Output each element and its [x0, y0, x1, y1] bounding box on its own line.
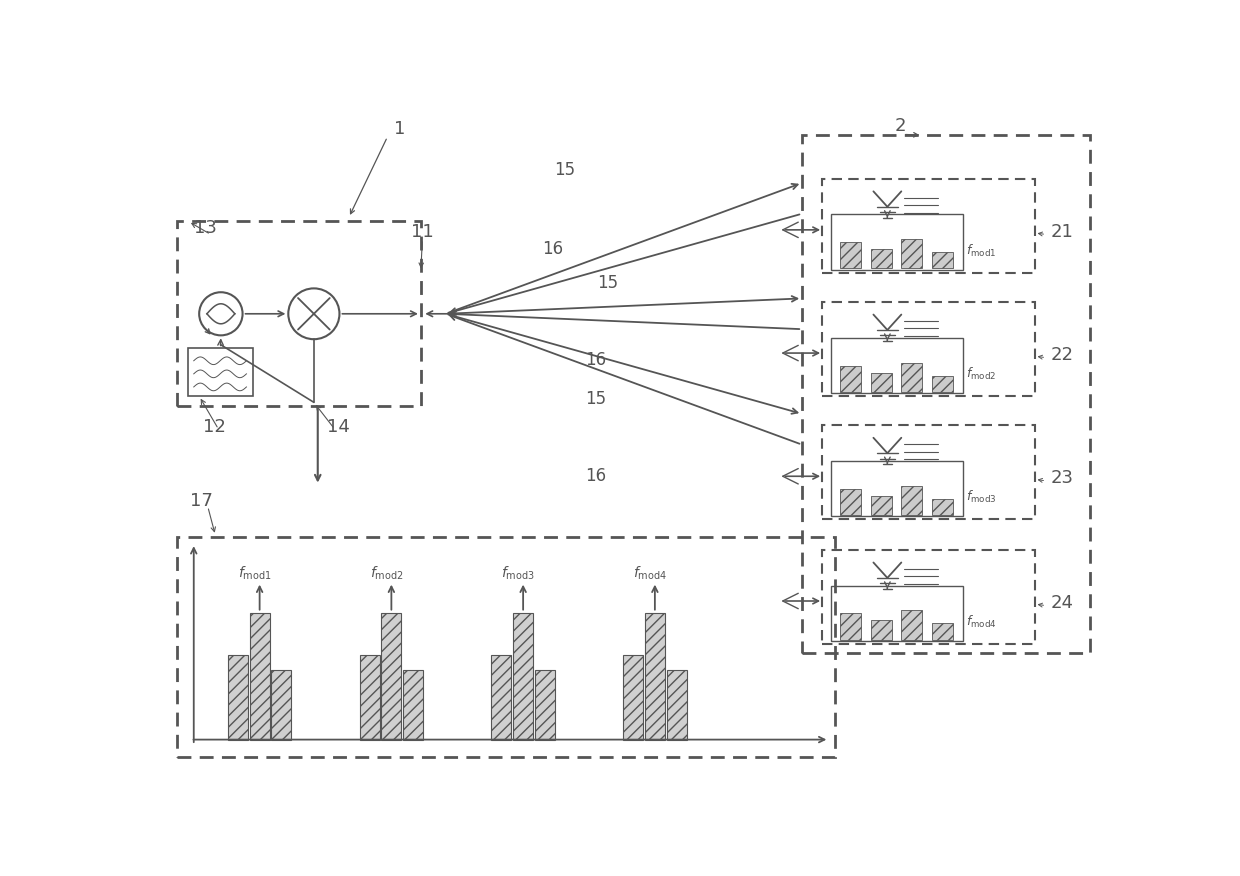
Text: $f_{\mathrm{mod2}}$: $f_{\mathrm{mod2}}$ [966, 365, 996, 382]
Bar [821, 426, 1034, 519]
Bar [901, 485, 923, 515]
Bar [272, 670, 291, 739]
Bar [667, 670, 687, 739]
Text: 14: 14 [327, 418, 350, 435]
Text: $f_{\mathrm{mod1}}$: $f_{\mathrm{mod1}}$ [966, 243, 996, 258]
Text: 1: 1 [394, 120, 405, 138]
Bar [870, 620, 892, 639]
Text: 2: 2 [895, 117, 906, 135]
Text: $f_{\mathrm{mod3}}$: $f_{\mathrm{mod3}}$ [966, 489, 997, 505]
Bar [831, 337, 962, 393]
Text: 15: 15 [554, 161, 575, 180]
Text: 24: 24 [1050, 594, 1073, 612]
Bar [831, 585, 962, 641]
Text: 23: 23 [1050, 470, 1073, 487]
Text: $f_{\mathrm{mod4}}$: $f_{\mathrm{mod4}}$ [966, 614, 997, 630]
Bar [831, 215, 962, 270]
Bar [932, 624, 954, 639]
Bar [870, 372, 892, 392]
Text: 15: 15 [596, 274, 618, 293]
Bar [870, 250, 892, 268]
Bar [381, 612, 402, 739]
Bar [831, 461, 962, 516]
Text: $f_{\mathrm{mod3}}$: $f_{\mathrm{mod3}}$ [501, 565, 536, 583]
Bar [249, 612, 270, 739]
Text: 11: 11 [410, 223, 434, 241]
Bar [841, 365, 862, 392]
Bar [932, 376, 954, 392]
Bar [821, 179, 1034, 273]
Text: 13: 13 [193, 219, 217, 237]
Text: 16: 16 [585, 351, 606, 370]
Bar [645, 612, 665, 739]
Text: 22: 22 [1050, 346, 1073, 364]
Bar [932, 498, 954, 515]
Text: 12: 12 [203, 418, 226, 435]
Bar [491, 655, 511, 739]
Bar [534, 670, 556, 739]
Bar [901, 363, 923, 392]
Bar [841, 243, 862, 268]
Bar [841, 489, 862, 515]
Bar [932, 252, 954, 268]
Bar [821, 550, 1034, 644]
Bar [870, 496, 892, 515]
Bar [187, 349, 253, 396]
Bar [901, 611, 923, 639]
Bar [228, 655, 248, 739]
Bar [176, 537, 836, 757]
Bar [841, 613, 862, 639]
Bar [901, 239, 923, 268]
Text: $f_{\mathrm{mod2}}$: $f_{\mathrm{mod2}}$ [370, 565, 403, 583]
Text: 17: 17 [190, 492, 213, 511]
Bar [360, 655, 379, 739]
Bar [624, 655, 644, 739]
Bar [403, 670, 423, 739]
Text: 21: 21 [1050, 223, 1073, 241]
Text: $f_{\mathrm{mod1}}$: $f_{\mathrm{mod1}}$ [238, 565, 272, 583]
Text: 16: 16 [585, 467, 606, 485]
Bar [802, 135, 1090, 653]
Text: $f_{\mathrm{mod4}}$: $f_{\mathrm{mod4}}$ [634, 565, 667, 583]
Text: 15: 15 [585, 390, 606, 408]
Bar [513, 612, 533, 739]
Bar [821, 302, 1034, 396]
Bar [176, 222, 420, 406]
Text: 16: 16 [543, 241, 564, 258]
